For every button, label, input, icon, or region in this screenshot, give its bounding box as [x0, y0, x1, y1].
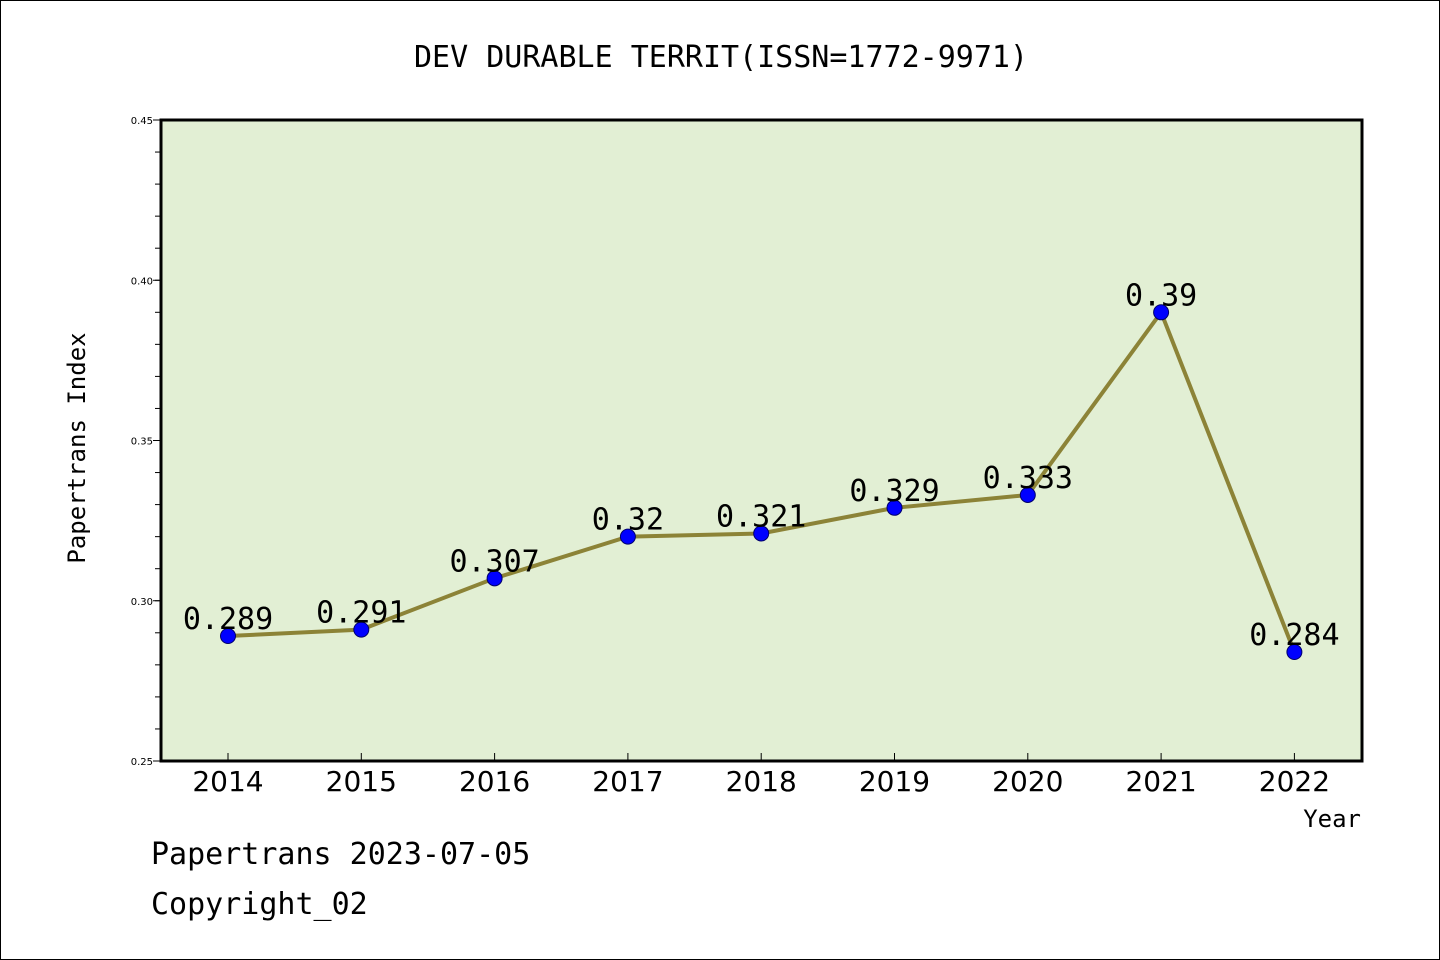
x-tick-label: 2015	[326, 765, 397, 798]
x-tick-label: 2022	[1259, 765, 1330, 798]
data-point-marker	[1153, 304, 1170, 321]
data-value-label: 0.291	[316, 596, 406, 631]
data-labels: 0.289 0.291 0.307 0.32 0.321 0.329 0.333 0.39 0.…	[183, 278, 1340, 653]
y-tick-label: 0.45	[131, 116, 153, 127]
plot-border	[159, 118, 1364, 763]
x-tick-label: 2021	[1125, 765, 1196, 798]
y-tick-label: 0.40	[131, 276, 153, 287]
data-value-label: 0.321	[716, 499, 806, 534]
data-point-marker	[753, 525, 770, 542]
data-point-marker	[1019, 486, 1036, 503]
data-point-marker	[619, 528, 636, 545]
data-point-marker	[486, 570, 503, 587]
copyright-text: Copyright_02	[151, 887, 368, 922]
data-value-label: 0.289	[183, 602, 273, 637]
data-point-marker	[220, 628, 236, 645]
data-value-label: 0.329	[849, 474, 939, 509]
chart-title: DEV DURABLE TERRIT(ISSN=1772-9971)	[414, 40, 1028, 75]
y-tick-label: 0.35	[131, 437, 153, 448]
data-value-label: 0.32	[592, 503, 664, 538]
x-tick-label: 2018	[726, 765, 797, 798]
x-tick-label: 2020	[992, 765, 1063, 798]
series-markers	[220, 304, 1303, 661]
y-axis-ticks: 0.25 0.30 0.35 0.40 0.45	[131, 116, 161, 768]
x-tick-label: 2017	[592, 765, 663, 798]
data-value-label: 0.284	[1249, 618, 1339, 653]
data-value-label: 0.39	[1125, 278, 1197, 313]
y-tick-label: 0.25	[131, 757, 153, 768]
y-tick-label: 0.30	[131, 597, 153, 608]
x-axis-ticks: 2014 2015 2016 2017 2018 2019 2020 2021 2022	[192, 753, 1330, 798]
x-tick-label: 2019	[859, 765, 930, 798]
data-value-label: 0.307	[449, 544, 539, 579]
source-date-text: Papertrans 2023-07-05	[151, 837, 531, 872]
x-axis-label: Year	[1303, 805, 1361, 833]
plot-area	[161, 120, 1362, 761]
data-point-marker	[886, 499, 903, 516]
x-tick-label: 2014	[192, 765, 263, 798]
data-value-label: 0.333	[983, 461, 1073, 496]
y-axis-label: Papertrans Index	[63, 332, 91, 563]
data-point-marker	[353, 621, 370, 638]
x-tick-label: 2016	[459, 765, 530, 798]
data-point-marker	[1286, 644, 1303, 661]
